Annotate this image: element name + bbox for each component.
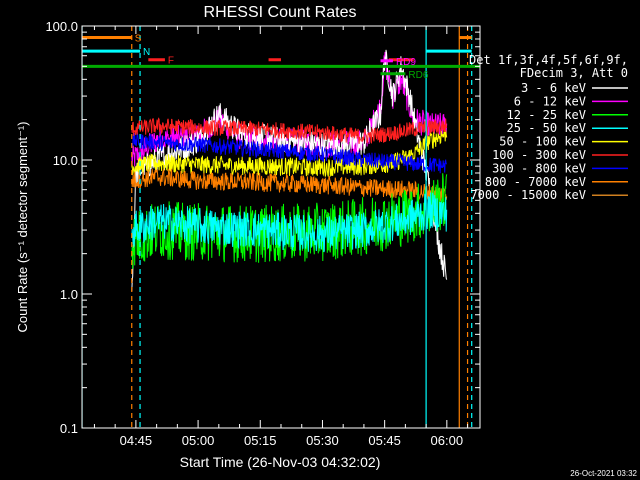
legend-label-6-12-kev: 6 - 12 keV [514, 94, 586, 108]
y-tick-label-1-0: 1.0 [60, 287, 78, 302]
x-tick-label-05-15: 05:15 [244, 433, 277, 448]
legend-label-25-50-kev: 25 - 50 keV [507, 121, 586, 135]
footer-date: 26-Oct-2021 03:32 [570, 469, 637, 478]
legend-header-0: Det 1f,3f,4f,5f,6f,9f, [469, 53, 628, 67]
y-axis-label: Count Rate (s⁻¹ detector segment⁻¹) [15, 122, 30, 333]
y-tick-label-10-0: 10.0 [53, 153, 78, 168]
legend-header-1: FDecim 3, Att 0 [520, 66, 628, 80]
flag-labels: SN F RD9 RD6 [135, 34, 429, 81]
series-line-100-300-kev [131, 117, 448, 144]
series-line-800-7000-kev [131, 168, 448, 202]
x-tick-label-05-00: 05:00 [182, 433, 215, 448]
series-line-3-6-kev [131, 49, 448, 292]
x-tick-label-05-30: 05:30 [306, 433, 339, 448]
flag-label-rd6: RD6 [408, 70, 428, 81]
legend-label-7000-15000-kev: 7000 - 15000 keV [470, 188, 586, 202]
y-tick-label-0-1: 0.1 [60, 421, 78, 436]
flag-label-f: F [168, 56, 174, 67]
x-tick-label-06-00: 06:00 [431, 433, 464, 448]
x-axis-label: Start Time (26-Nov-03 04:32:02) [180, 454, 381, 470]
overlays-layer [82, 26, 480, 428]
x-tick-label-05-45: 05:45 [368, 433, 401, 448]
series-line-25-50-kev [131, 192, 448, 253]
x-tick-label-04-45: 04:45 [120, 433, 153, 448]
legend-label-50-100-kev: 50 - 100 keV [499, 135, 586, 149]
legend-label-100-300-kev: 100 - 300 keV [492, 148, 586, 162]
chart-title: RHESSI Count Rates [204, 4, 357, 21]
flag-label-n: N [143, 47, 150, 58]
legend-label-3-6-kev: 3 - 6 keV [521, 81, 586, 95]
series-line-300-800-kev [131, 132, 448, 174]
traces-layer [131, 49, 448, 292]
legend: Det 1f,3f,4f,5f,6f,9f,FDecim 3, Att 03 -… [469, 53, 628, 202]
flag-label-s: S [135, 34, 142, 45]
y-tick-label-100-0: 100.0 [45, 19, 78, 34]
legend-label-800-7000-kev: 800 - 7000 keV [485, 175, 586, 189]
legend-label-300-800-kev: 300 - 800 keV [492, 161, 586, 175]
flag-label-rd9: RD9 [396, 57, 416, 68]
series-line-50-100-kev [131, 127, 448, 177]
legend-label-12-25-kev: 12 - 25 keV [507, 108, 586, 122]
axes-layer: 04:45 05:00 05:15 05:30 05:45 06:00 0.1 1.0 10.0… [45, 19, 480, 448]
